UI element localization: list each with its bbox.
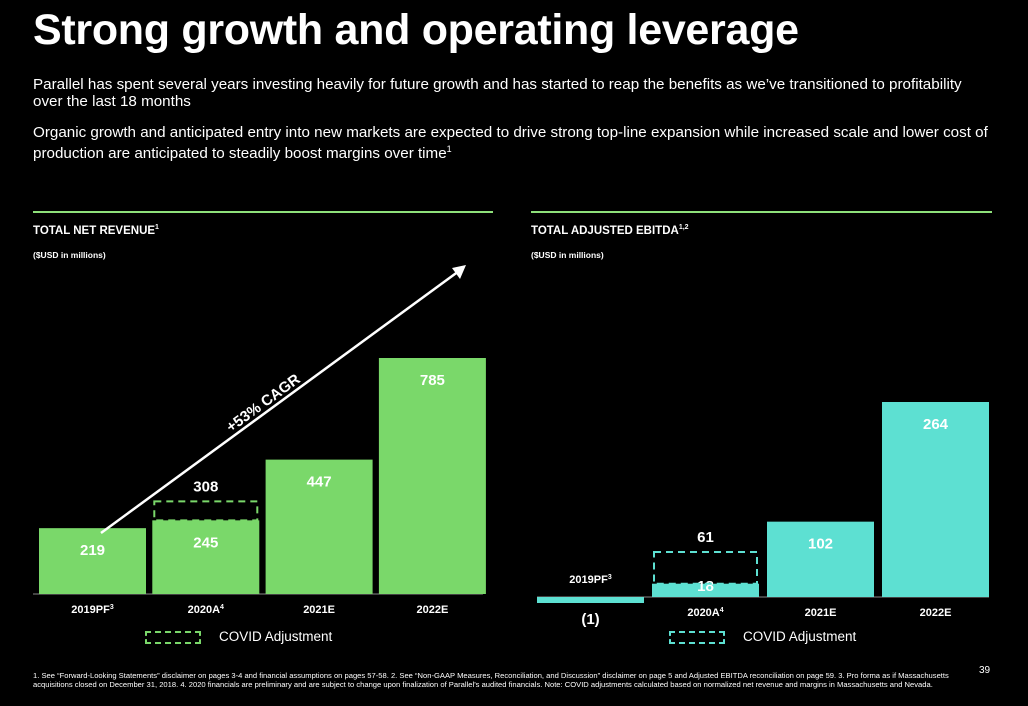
- value-label: (1): [581, 611, 599, 628]
- category-label: 2021E: [303, 604, 335, 616]
- category-label: 2020A4: [687, 607, 723, 619]
- bar-2022e: [378, 358, 486, 594]
- bar-2022e: [882, 402, 989, 597]
- covid-adjusted-label: 308: [193, 478, 218, 495]
- value-label: 18: [697, 578, 714, 595]
- ebitda-legend: COVID Adjustment: [669, 629, 856, 644]
- intro-paragraph-1: Parallel has spent several years investi…: [33, 76, 962, 110]
- bar-2019pf: [537, 597, 644, 603]
- bar-2020a: [652, 583, 759, 597]
- value-label: 102: [808, 536, 833, 553]
- value-label: 264: [923, 416, 949, 433]
- ebitda-rule: [531, 211, 992, 213]
- revenue-legend: COVID Adjustment: [145, 629, 332, 644]
- cagr-arrowhead: [452, 265, 466, 279]
- covid-adjustment-box: [653, 550, 758, 585]
- category-label: 2022E: [920, 607, 952, 619]
- revenue-chart-subtitle: ($USD in millions): [33, 250, 106, 260]
- value-label: 219: [80, 542, 105, 559]
- ebitda-chart-title: TOTAL ADJUSTED EBITDA1,2: [531, 224, 689, 237]
- category-label: 2020A4: [188, 604, 224, 616]
- bar-2021e: [767, 521, 874, 597]
- page-title: Strong growth and operating leverage: [33, 6, 799, 54]
- covid-adjustment-box: [153, 500, 259, 522]
- covid-adjusted-label: 61: [697, 529, 714, 546]
- category-label: 2019PF3: [569, 574, 612, 586]
- bar-2019pf: [39, 528, 146, 594]
- category-label: 2019PF3: [71, 604, 114, 616]
- revenue-rule: [33, 211, 493, 213]
- value-label: 245: [193, 534, 218, 551]
- category-label: 2022E: [416, 604, 448, 616]
- ebitda-chart-subtitle: ($USD in millions): [531, 250, 604, 260]
- category-label: 2021E: [805, 607, 837, 619]
- value-label: 447: [307, 474, 332, 491]
- revenue-chart-title: TOTAL NET REVENUE1: [33, 224, 159, 237]
- intro-paragraph-2: Organic growth and anticipated entry int…: [33, 124, 988, 163]
- bar-2021e: [265, 459, 373, 594]
- cagr-annotation: +53% CAGR: [223, 371, 303, 436]
- bar-2020a: [152, 520, 260, 594]
- value-label: 785: [420, 372, 445, 389]
- page-number: 39: [979, 665, 991, 676]
- covid-legend-swatch: [145, 630, 201, 644]
- covid-legend-swatch: [669, 630, 725, 644]
- cagr-arrow-line: [100, 269, 460, 535]
- footnote: 1. See “Forward-Looking Statements” disc…: [33, 671, 949, 690]
